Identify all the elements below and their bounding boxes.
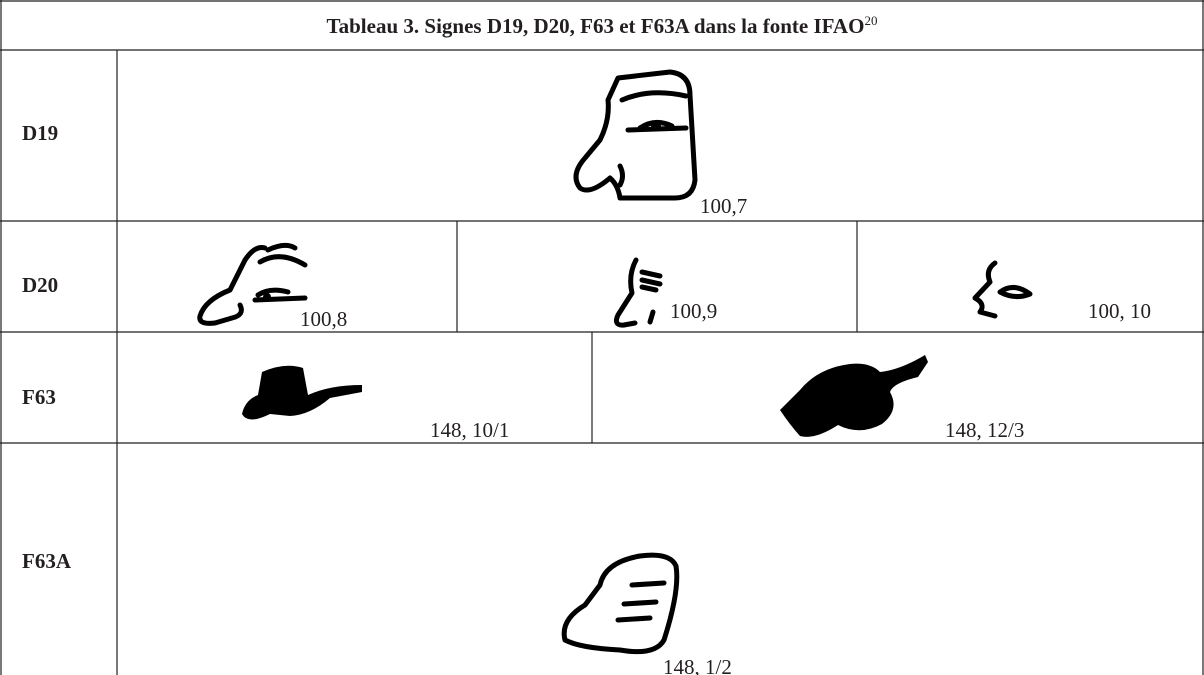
glyph-d19 bbox=[573, 69, 698, 201]
sign-reference: 148, 1/2 bbox=[663, 655, 732, 675]
sign-reference: 100,8 bbox=[300, 307, 347, 331]
title-footnote: 20 bbox=[864, 13, 877, 28]
glyph-d20-1 bbox=[197, 242, 308, 326]
sign-reference: 100,9 bbox=[670, 299, 717, 323]
glyph-f63-1 bbox=[242, 365, 362, 420]
sign-reference: 100, 10 bbox=[1088, 299, 1151, 323]
row-label: D20 bbox=[22, 273, 58, 297]
glyph-d20-2 bbox=[614, 257, 663, 328]
table-title: Tableau 3. Signes D19, D20, F63 et F63A … bbox=[327, 13, 878, 38]
sign-reference: 148, 12/3 bbox=[945, 418, 1024, 442]
glyph-d20-3 bbox=[972, 260, 1033, 319]
sign-reference: 100,7 bbox=[700, 194, 747, 218]
row-label: F63A bbox=[22, 549, 72, 573]
sign-reference: 148, 10/1 bbox=[430, 418, 509, 442]
glyph-f63-2 bbox=[780, 355, 928, 437]
glyph-f63a bbox=[561, 552, 680, 655]
title-text: Tableau 3. Signes D19, D20, F63 et F63A … bbox=[327, 14, 865, 38]
row-label: F63 bbox=[22, 385, 56, 409]
row-label: D19 bbox=[22, 121, 58, 145]
